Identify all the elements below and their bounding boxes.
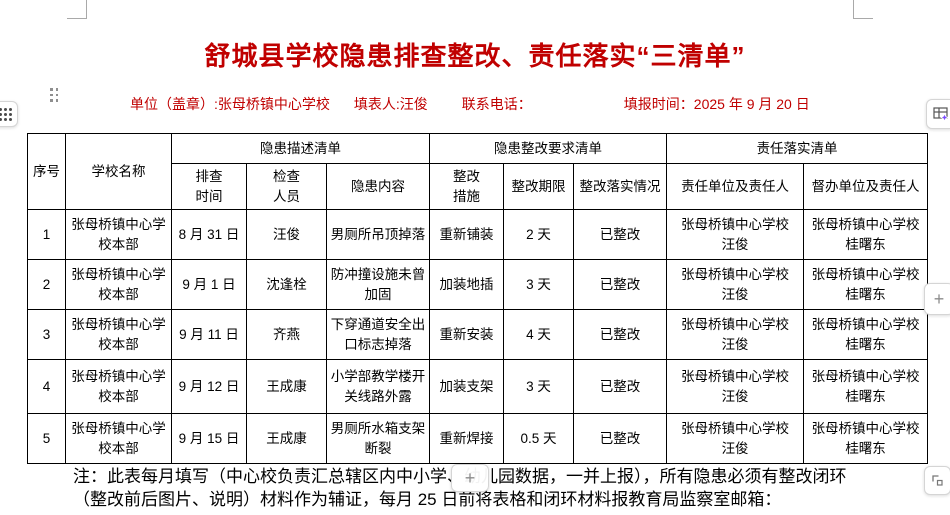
- table-row: 1 张母桥镇中心学 校本部 8 月 31 日汪俊 男厕所吊顶掉落 重新铺装 2 天已整改张…: [27, 209, 929, 260]
- col-header-supervisor[interactable]: 督办单位及责任人: [803, 163, 929, 210]
- cell-content[interactable]: 防冲撞设施未曾 加固: [325, 259, 431, 310]
- footer-note-line2: （整改前后图片、说明）材料作为辅证，每月 25 日前将表格和闭环材料报教育局监察…: [73, 490, 782, 509]
- table-row: 4 张母桥镇中心学 校本部 9 月 12 日王成康 小学部教学楼开 关线路外露 加装支架…: [27, 359, 929, 414]
- add-column-button[interactable]: +: [924, 283, 950, 315]
- three-lists-table: 序号 学校名称 隐患描述清单 隐患整改要求清单 责任落实清单 排查 时间 检查 …: [27, 133, 929, 464]
- cell-measure[interactable]: 重新焊接: [429, 413, 505, 464]
- cell-measure[interactable]: 加装支架: [429, 359, 505, 414]
- cell-deadline[interactable]: 4 天: [503, 309, 575, 360]
- cell-supervisor[interactable]: 张母桥镇中心学校 桂曙东: [803, 209, 929, 260]
- col-header-school[interactable]: 学校名称: [65, 133, 172, 210]
- page-corner-mark-top-right: [853, 0, 873, 19]
- cell-deadline[interactable]: 2 天: [503, 209, 575, 260]
- table-sparkle-icon: [932, 105, 950, 123]
- page-title: 舒城县学校隐患排查整改、责任落实“三清单”: [204, 41, 746, 71]
- cell-school[interactable]: 张母桥镇中心学 校本部: [65, 359, 172, 414]
- cell-status[interactable]: 已整改: [573, 259, 668, 310]
- cell-school[interactable]: 张母桥镇中心学 校本部: [65, 209, 172, 260]
- col-header-status[interactable]: 整改落实情况: [573, 163, 668, 210]
- cell-content[interactable]: 男厕所水箱支架 断裂: [325, 413, 431, 464]
- col-header-content[interactable]: 隐患内容: [325, 163, 431, 210]
- cell-time[interactable]: 9 月 12 日: [171, 359, 247, 414]
- table-row: 3 张母桥镇中心学 校本部 9 月 11 日齐燕 下穿通道安全出 口标志掉落 重新安装 4…: [27, 309, 929, 360]
- cell-time[interactable]: 8 月 31 日: [171, 209, 247, 260]
- cell-supervisor[interactable]: 张母桥镇中心学校 桂曙东: [803, 259, 929, 310]
- cell-inspector[interactable]: 齐燕: [246, 309, 327, 360]
- cell-school[interactable]: 张母桥镇中心学 校本部: [65, 309, 172, 360]
- page-corner-mark-top-left: [67, 0, 87, 19]
- cell-status[interactable]: 已整改: [573, 209, 668, 260]
- cell-status[interactable]: 已整改: [573, 359, 668, 414]
- add-row-button[interactable]: +: [451, 464, 489, 492]
- cell-measure[interactable]: 重新铺装: [429, 209, 505, 260]
- cell-school[interactable]: 张母桥镇中心学 校本部: [65, 413, 172, 464]
- cell-status[interactable]: 已整改: [573, 413, 668, 464]
- drag-handle-icon[interactable]: [50, 88, 58, 102]
- cell-seq[interactable]: 4: [27, 359, 66, 414]
- cell-responsible[interactable]: 张母桥镇中心学校 汪俊: [666, 359, 805, 414]
- col-header-responsible[interactable]: 责任单位及责任人: [666, 163, 805, 210]
- cell-responsible[interactable]: 张母桥镇中心学校 汪俊: [666, 259, 805, 310]
- cell-supervisor[interactable]: 张母桥镇中心学校 桂曙东: [803, 359, 929, 414]
- report-date-field[interactable]: 填报时间：2025 年 9 月 20 日: [623, 96, 810, 112]
- cell-status[interactable]: 已整改: [573, 309, 668, 360]
- table-tools-button[interactable]: [926, 99, 950, 129]
- col-header-inspector[interactable]: 检查 人员: [246, 163, 327, 210]
- cell-responsible[interactable]: 张母桥镇中心学校 汪俊: [666, 209, 805, 260]
- table-move-handle-button[interactable]: [0, 101, 18, 127]
- cell-content[interactable]: 小学部教学楼开 关线路外露: [325, 359, 431, 414]
- table-group-header-row: 序号 学校名称 隐患描述清单 隐患整改要求清单 责任落实清单: [27, 133, 929, 210]
- cell-deadline[interactable]: 3 天: [503, 359, 575, 414]
- cell-inspector[interactable]: 王成康: [246, 413, 327, 464]
- cell-supervisor[interactable]: 张母桥镇中心学校 桂曙东: [803, 413, 929, 464]
- cell-responsible[interactable]: 张母桥镇中心学校 汪俊: [666, 413, 805, 464]
- col-header-time[interactable]: 排查 时间: [171, 163, 247, 210]
- cell-responsible[interactable]: 张母桥镇中心学校 汪俊: [666, 309, 805, 360]
- cell-measure[interactable]: 加装地插: [429, 259, 505, 310]
- group-header-rectify-req[interactable]: 隐患整改要求清单: [429, 133, 668, 164]
- grid-dots-icon: [0, 107, 12, 121]
- table-row: 5 张母桥镇中心学 校本部 9 月 15 日王成康 男厕所水箱支架 断裂 重新焊接 0.5…: [27, 413, 929, 464]
- cell-time[interactable]: 9 月 1 日: [171, 259, 247, 310]
- resize-corner-icon: [930, 473, 945, 488]
- cell-inspector[interactable]: 王成康: [246, 359, 327, 414]
- cell-time[interactable]: 9 月 11 日: [171, 309, 247, 360]
- cell-time[interactable]: 9 月 15 日: [171, 413, 247, 464]
- cell-content[interactable]: 男厕所吊顶掉落: [325, 209, 431, 260]
- table-sub-header-row: 排查 时间 检查 人员 隐患内容 整改 措施 整改期限 整改落实情况 责任单位及…: [28, 163, 929, 210]
- cell-inspector[interactable]: 汪俊: [246, 209, 327, 260]
- cell-deadline[interactable]: 3 天: [503, 259, 575, 310]
- cell-inspector[interactable]: 沈逢栓: [246, 259, 327, 310]
- cell-deadline[interactable]: 0.5 天: [503, 413, 575, 464]
- contact-phone-field[interactable]: 联系电话：: [461, 96, 532, 112]
- document-info-line: 单位（盖章）:张母桥镇中心学校 填表人:汪俊 联系电话： 填报时间：2025 年…: [130, 94, 810, 114]
- cell-seq[interactable]: 1: [27, 209, 66, 260]
- col-header-measure[interactable]: 整改 措施: [429, 163, 505, 210]
- cell-seq[interactable]: 5: [27, 413, 66, 464]
- table-row: 2 张母桥镇中心学 校本部 9 月 1 日沈逢栓 防冲撞设施未曾 加固 加装地插 3 天已…: [27, 259, 929, 310]
- group-header-responsibility[interactable]: 责任落实清单: [666, 133, 929, 164]
- unit-seal-field[interactable]: 单位（盖章）:张母桥镇中心学校: [130, 96, 330, 112]
- cell-content[interactable]: 下穿通道安全出 口标志掉落: [325, 309, 431, 360]
- cell-supervisor[interactable]: 张母桥镇中心学校 桂曙东: [803, 309, 929, 360]
- col-header-deadline[interactable]: 整改期限: [503, 163, 575, 210]
- cell-measure[interactable]: 重新安装: [429, 309, 505, 360]
- group-header-danger-desc[interactable]: 隐患描述清单: [170, 133, 431, 164]
- preparer-field[interactable]: 填表人:汪俊: [353, 96, 428, 112]
- table-resize-button[interactable]: [924, 466, 950, 495]
- cell-seq[interactable]: 2: [27, 259, 66, 310]
- cell-school[interactable]: 张母桥镇中心学 校本部: [65, 259, 172, 310]
- cell-seq[interactable]: 3: [27, 309, 66, 360]
- col-header-seq[interactable]: 序号: [27, 133, 66, 210]
